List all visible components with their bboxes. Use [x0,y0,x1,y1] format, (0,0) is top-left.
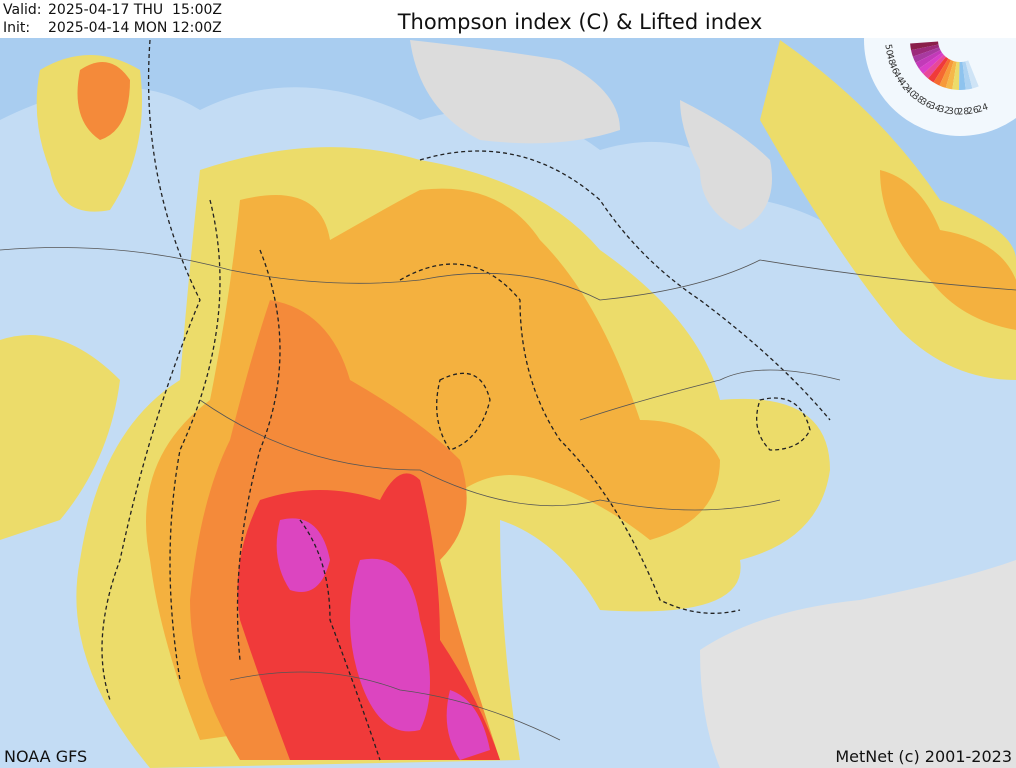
title: Thompson index (C) & Lifted index [397,10,763,34]
legend-label: 48 [884,53,897,67]
valid-time: 2025-04-17 THU 15:00Z [48,2,222,18]
legend-wedge [928,56,949,83]
legend-label: 36 [918,97,933,111]
map [0,38,1016,768]
legend-wedge [933,58,951,86]
legend-label: 32 [937,105,950,117]
legend-wedge [945,61,957,90]
orange-area [880,170,1016,330]
terrain [700,560,1016,768]
legend-label: 30 [948,107,961,118]
terrain [680,100,772,230]
source: NOAA GFS [4,747,87,766]
legend-wedge [911,44,940,57]
legend-wedge [910,41,939,51]
legend-wedge [952,61,960,90]
dark-orange-area [77,62,130,140]
lifted-index-contours [101,39,831,761]
legend-wedge [918,52,944,74]
legend-wedge [939,60,954,88]
credit: MetNet (c) 2001-2023 [835,747,1012,766]
legend-wedge [912,47,941,63]
legend-wedge [915,50,942,69]
terrain [410,40,620,144]
init-label: Init: [3,20,30,36]
legend-wedge [959,61,966,90]
valid-label: Valid: [3,2,41,18]
legend-wedge [923,54,946,79]
legend-wedge [962,61,973,90]
init-time: 2025-04-14 MON 12:00Z [48,20,222,36]
yellow-area [0,335,120,540]
borders [0,247,1016,741]
header-bar [0,0,1016,38]
legend-label: 28 [957,107,969,118]
legend-label: 24 [976,102,990,115]
legend-label: 46 [887,61,901,76]
legend-label: 26 [967,105,980,117]
legend-label: 50 [882,44,894,57]
magenta-area [276,518,490,760]
legend-wedge [965,60,979,89]
legend-label: 34 [928,101,942,114]
